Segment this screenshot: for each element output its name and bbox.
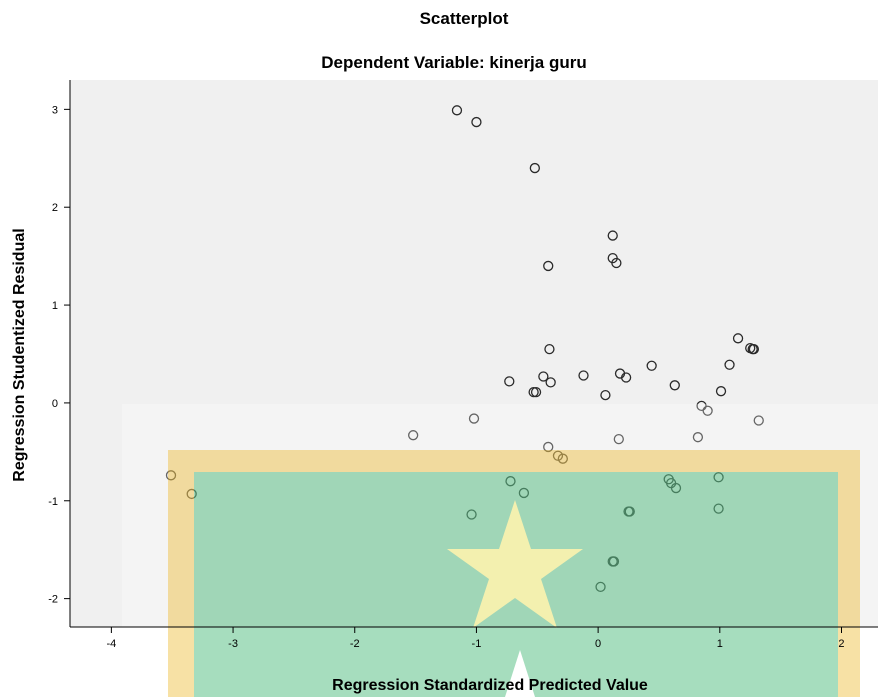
x-tick-label: 0	[595, 638, 601, 650]
x-axis-label: Regression Standardized Predicted Value	[332, 677, 648, 694]
y-tick-label: 3	[52, 104, 58, 116]
y-axis-label: Regression Studentized Residual	[11, 228, 28, 481]
x-tick-label: -2	[350, 638, 360, 650]
x-tick-label: -3	[228, 638, 238, 650]
y-tick-label: 2	[52, 202, 58, 214]
x-tick-label: -1	[472, 638, 482, 650]
watermark	[122, 404, 878, 697]
y-tick-label: -1	[48, 496, 58, 508]
x-tick-label: -4	[106, 638, 116, 650]
y-tick-label: 1	[52, 300, 58, 312]
y-tick-label: 0	[52, 398, 58, 410]
chart-subtitle: Dependent Variable: kinerja guru	[321, 53, 586, 72]
chart-title: Scatterplot	[420, 9, 509, 28]
x-tick-label: 1	[717, 638, 723, 650]
x-tick-label: 2	[838, 638, 844, 650]
y-tick-label: -2	[48, 594, 58, 606]
chart: Scatterplot Dependent Variable: kinerja …	[0, 0, 878, 697]
